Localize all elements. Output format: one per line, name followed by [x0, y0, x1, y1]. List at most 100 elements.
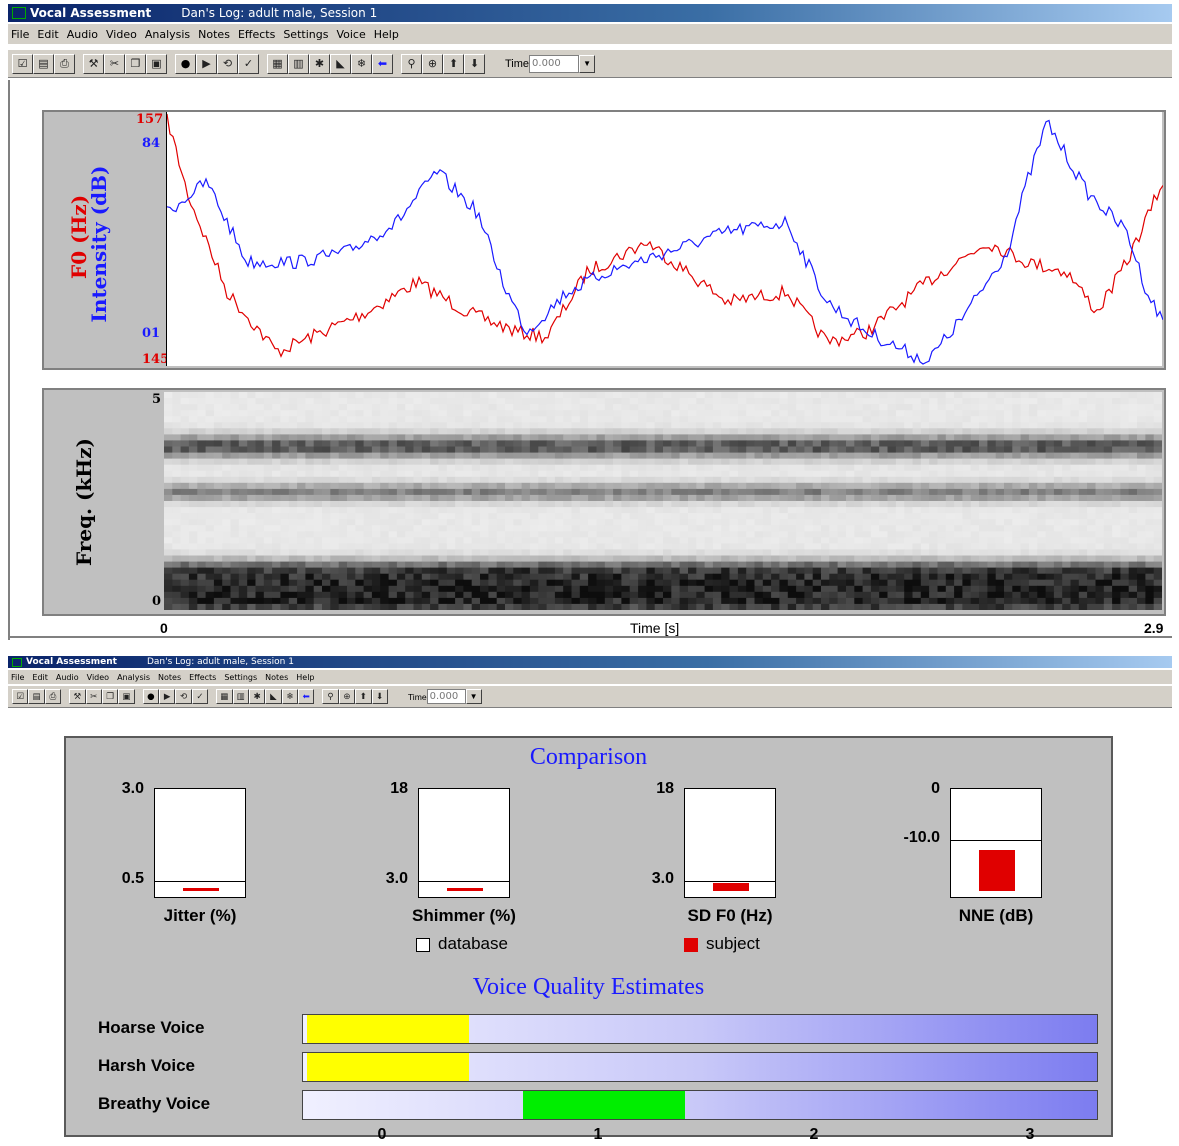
spectrogram-cell — [272, 579, 281, 587]
spectrogram-cell — [1103, 591, 1113, 599]
zoom-button[interactable]: ⚲ — [322, 688, 339, 705]
spectrogram-cell — [812, 531, 822, 538]
check-button[interactable]: ✓ — [238, 53, 259, 74]
spectrogram-cell — [571, 458, 581, 466]
down-button[interactable]: ⬇ — [371, 688, 388, 705]
save-button[interactable]: ▤ — [28, 688, 45, 705]
save-button[interactable]: ▤ — [33, 53, 54, 74]
voice-quality-tick: 2 — [809, 1126, 819, 1143]
spectrogram-cell — [463, 543, 473, 550]
spectrogram-cell — [554, 458, 564, 466]
menu-settings[interactable]: Settings — [224, 672, 258, 682]
menu-effects[interactable]: Effects — [237, 27, 276, 41]
time-input[interactable] — [529, 54, 580, 73]
back-arrow-button[interactable]: ⬅ — [298, 688, 315, 705]
spectrogram-cell — [679, 519, 689, 526]
tool-button[interactable]: ⚒ — [83, 53, 104, 74]
check-button[interactable]: ✓ — [191, 688, 209, 705]
loop-button[interactable]: ⟲ — [217, 53, 238, 74]
paste-button[interactable]: ▣ — [118, 688, 135, 705]
menu-voice[interactable]: Voice — [336, 27, 366, 41]
chart-button[interactable]: ◣ — [330, 53, 351, 74]
menu-audio[interactable]: Audio — [55, 672, 79, 682]
view2-button[interactable]: ▥ — [232, 688, 249, 705]
loop-button[interactable]: ⟲ — [175, 688, 192, 705]
color-button[interactable]: ✱ — [309, 53, 330, 74]
spectrogram-cell — [821, 440, 830, 447]
spectrogram-cell — [1028, 579, 1038, 587]
spectrogram-cell — [247, 398, 256, 405]
spectrogram-cell — [796, 549, 805, 556]
menu-edit[interactable]: Edit — [37, 27, 59, 41]
spectrogram-cell — [870, 446, 880, 454]
spectrogram-cell — [854, 549, 864, 556]
view2-button[interactable]: ▥ — [288, 53, 309, 74]
copy-button[interactable]: ❐ — [125, 53, 146, 74]
down-button[interactable]: ⬇ — [464, 53, 485, 74]
back-arrow-button[interactable]: ⬅ — [372, 53, 393, 74]
menu-video[interactable]: Video — [106, 27, 137, 41]
spectrogram-cell — [879, 555, 888, 563]
cut-button[interactable]: ✂ — [104, 53, 125, 74]
menu-help[interactable]: Help — [296, 672, 315, 682]
spectrogram-cell — [1087, 470, 1096, 478]
spectrogram-cell — [471, 464, 481, 472]
up-button[interactable]: ⬆ — [355, 688, 372, 705]
menu-notes[interactable]: Notes — [265, 672, 289, 682]
print-button[interactable]: ⎙ — [54, 53, 75, 74]
play-button[interactable]: ▶ — [196, 53, 217, 74]
chart-button[interactable]: ◣ — [265, 688, 282, 705]
view-button[interactable]: ▦ — [216, 688, 233, 705]
spectrogram-cell — [979, 458, 988, 466]
spectrogram-cell — [688, 573, 697, 581]
menu-analysis[interactable]: Analysis — [117, 672, 151, 682]
menu-file[interactable]: File — [11, 27, 30, 41]
spectrogram-cell — [846, 603, 855, 611]
zoom2-button[interactable]: ⊕ — [422, 53, 443, 74]
tool-button[interactable]: ⚒ — [69, 688, 86, 705]
spectrogram-cell — [247, 494, 256, 502]
spectrogram-cell — [380, 585, 389, 593]
color-button[interactable]: ✱ — [248, 688, 266, 705]
time-dropdown-button[interactable]: ▼ — [579, 54, 596, 73]
spectrogram-cell — [846, 464, 855, 472]
menu-audio[interactable]: Audio — [66, 27, 98, 41]
copy-button[interactable]: ❐ — [101, 688, 119, 705]
view-button[interactable]: ▦ — [267, 53, 288, 74]
menu-notes[interactable]: Notes — [158, 672, 182, 682]
menu-analysis[interactable]: Analysis — [144, 27, 191, 41]
record-button[interactable]: ● — [175, 53, 196, 74]
spectrogram-cell — [1128, 561, 1138, 569]
spectrogram-cell — [912, 567, 922, 575]
menu-edit[interactable]: Edit — [32, 672, 48, 682]
spectrogram-cell — [338, 482, 348, 490]
new-button[interactable]: ☑ — [12, 53, 33, 74]
spectrogram-cell — [164, 392, 173, 399]
zoom2-button[interactable]: ⊕ — [338, 688, 356, 705]
new-button[interactable]: ☑ — [12, 688, 29, 705]
up-button[interactable]: ⬆ — [443, 53, 464, 74]
play-button[interactable]: ▶ — [159, 688, 176, 705]
print-button[interactable]: ⎙ — [44, 688, 62, 705]
menu-video[interactable]: Video — [86, 672, 110, 682]
spectrogram-cell — [213, 404, 223, 411]
menu-file[interactable]: File — [11, 672, 25, 682]
menu-notes[interactable]: Notes — [198, 27, 230, 41]
spectrogram-cell — [696, 434, 706, 441]
spectrogram-cell — [579, 488, 589, 496]
zoom-button[interactable]: ⚲ — [401, 53, 422, 74]
gauge-name: SD F0 (Hz) — [687, 906, 773, 925]
record-button[interactable]: ● — [142, 688, 159, 705]
spectrogram-cell — [712, 561, 722, 569]
paste-button[interactable]: ▣ — [146, 53, 167, 74]
menu-help[interactable]: Help — [373, 27, 399, 41]
snow-button[interactable]: ❄ — [281, 688, 298, 705]
spectrogram-cell — [804, 513, 814, 520]
spectrogram-cell — [737, 579, 747, 587]
cut-button[interactable]: ✂ — [85, 688, 102, 705]
time-dropdown-button[interactable]: ▼ — [465, 689, 482, 704]
menu-effects[interactable]: Effects — [189, 672, 217, 682]
snow-button[interactable]: ❄ — [351, 53, 372, 74]
time-input[interactable] — [426, 689, 466, 704]
menu-settings[interactable]: Settings — [283, 27, 329, 41]
